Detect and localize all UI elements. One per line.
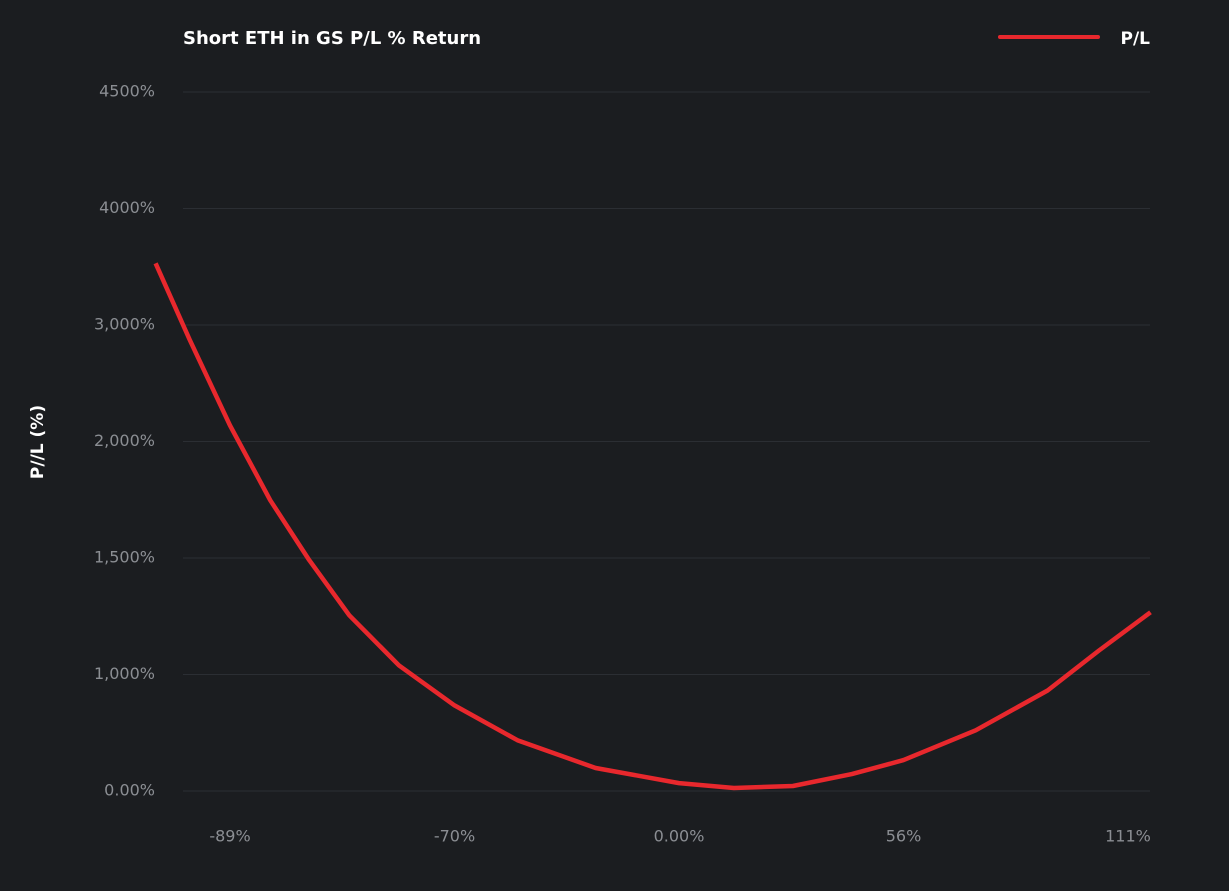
legend-label: P/L (1120, 29, 1150, 49)
y-axis-label: P//L (%) (28, 405, 48, 479)
x-tick-label: 56% (886, 827, 922, 846)
y-tick-label: 2,000% (94, 431, 155, 450)
y-tick-label: 4000% (99, 198, 155, 217)
y-tick-label: 1,500% (94, 548, 155, 567)
y-tick-label: 1,000% (94, 664, 155, 683)
x-tick-label: -89% (209, 827, 250, 846)
x-tick-label: 0.00% (654, 827, 705, 846)
chart-title: Short ETH in GS P/L % Return (183, 28, 481, 49)
y-tick-label: 0.00% (104, 781, 155, 800)
x-tick-label: -70% (434, 827, 475, 846)
x-tick-label: 111% (1105, 827, 1151, 846)
y-tick-label: 4500% (99, 82, 155, 101)
y-tick-label: 3,000% (94, 315, 155, 334)
line-series (153, 262, 1152, 791)
